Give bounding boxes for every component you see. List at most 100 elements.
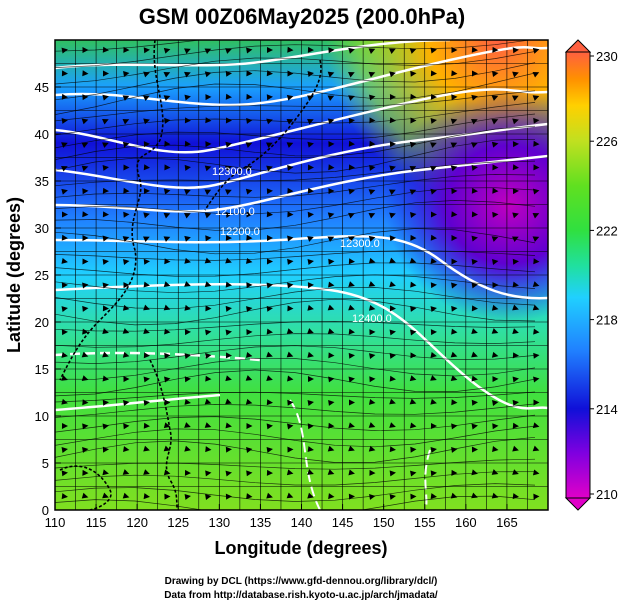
wind-arrow: [61, 117, 68, 124]
wind-arrow: [512, 304, 519, 311]
wind-arrow: [492, 71, 499, 77]
wind-arrow: [246, 422, 253, 429]
x-axis-label: Longitude (degrees): [214, 538, 387, 558]
streamline: [55, 250, 536, 261]
wind-arrow: [61, 470, 68, 477]
wind-arrow: [532, 47, 540, 54]
wind-arrow: [451, 235, 458, 242]
wind-arrow: [410, 446, 417, 453]
wind-arrow: [205, 141, 212, 148]
wind-arrow: [286, 119, 294, 125]
wind-arrow: [82, 469, 89, 476]
wind-arrow: [512, 47, 519, 54]
x-tick-label: 110: [45, 515, 66, 530]
wind-arrow: [143, 71, 150, 78]
wind-arrow: [450, 375, 458, 381]
wind-arrow: [164, 258, 171, 265]
wind-arrow: [327, 469, 335, 475]
wind-arrow: [245, 375, 253, 381]
wind-arrow: [82, 47, 89, 54]
wind-arrow: [410, 329, 417, 336]
wind-arrow: [102, 142, 109, 148]
wind-arrow: [389, 422, 396, 428]
wind-arrow: [328, 399, 335, 406]
wind-arrow: [328, 352, 335, 359]
wind-arrow: [328, 281, 335, 288]
wind-arrow: [82, 423, 89, 430]
wind-arrow: [184, 353, 191, 359]
wind-arrow: [102, 119, 109, 125]
wind-arrow: [82, 94, 89, 101]
wind-arrow: [451, 188, 458, 195]
streamline: [55, 403, 536, 418]
wind-arrow: [184, 257, 191, 264]
wind-arrow: [389, 446, 396, 453]
wind-arrow: [348, 352, 355, 359]
wind-arrow: [533, 328, 540, 335]
streamline: [55, 495, 536, 510]
wind-arrow: [369, 164, 376, 171]
wind-arrow: [164, 328, 171, 335]
wind-arrow: [143, 469, 150, 475]
wind-arrow: [225, 141, 232, 148]
wind-arrow: [451, 446, 458, 453]
wind-arrow: [102, 46, 109, 53]
wind-arrow: [430, 447, 437, 453]
wind-arrow: [389, 94, 396, 101]
streamline: [55, 174, 536, 202]
plot-area: 12300.0 12100.0 12200.0 12300.0 12400.0: [55, 40, 548, 510]
wind-arrow: [225, 305, 232, 312]
wind-arrow: [409, 257, 417, 264]
wind-arrow: [102, 305, 109, 312]
wind-arrow: [409, 48, 417, 54]
wind-arrow: [491, 328, 499, 334]
wind-arrow: [533, 140, 540, 147]
streamline: [55, 345, 536, 364]
wind-arrow: [81, 351, 89, 358]
wind-arrow: [245, 257, 253, 264]
wind-arrow: [122, 351, 130, 358]
wind-arrow: [61, 47, 68, 54]
wind-arrow: [61, 398, 68, 405]
wind-arrow: [533, 376, 540, 383]
wind-arrow: [389, 305, 396, 312]
wind-arrow: [82, 258, 89, 265]
contour-label: 12100.0: [215, 206, 255, 218]
wind-arrow: [81, 492, 89, 499]
wind-arrow: [266, 399, 273, 406]
wind-arrow: [246, 234, 253, 241]
wind-arrow: [512, 71, 519, 78]
wind-arrow: [81, 375, 89, 381]
wind-arrow: [102, 235, 109, 242]
wind-arrow: [471, 328, 478, 335]
contour-line: [55, 40, 451, 70]
wind-arrow: [471, 70, 478, 77]
streamline: [55, 414, 536, 433]
wind-arrow: [246, 493, 253, 500]
wind-arrow: [307, 211, 314, 218]
wind-arrow: [102, 211, 109, 218]
wind-arrow: [492, 423, 499, 430]
wind-arrow: [102, 164, 109, 171]
credit-line-1: Drawing by DCL (https://www.gfd-dennou.o…: [165, 576, 438, 587]
wind-arrow: [163, 236, 171, 242]
wind-arrow: [204, 212, 212, 219]
wind-arrow: [348, 399, 355, 406]
colorbar-tick-label: 226: [596, 134, 618, 149]
wind-arrow: [533, 258, 540, 265]
wind-arrow: [266, 142, 273, 148]
wind-arrow: [532, 469, 540, 476]
wind-arrow: [369, 353, 376, 359]
wind-arrow: [471, 46, 478, 53]
wind-arrow: [246, 329, 253, 336]
wind-arrow: [389, 398, 396, 405]
wind-arrow: [471, 469, 478, 476]
wind-arrow: [82, 188, 89, 195]
wind-arrow: [471, 211, 478, 218]
wind-arrow: [143, 258, 150, 265]
coastline-philippines: [149, 359, 179, 510]
wind-arrow: [512, 281, 519, 288]
wind-arrow: [307, 164, 314, 171]
wind-arrow: [328, 258, 335, 265]
wind-arrow: [451, 305, 458, 312]
